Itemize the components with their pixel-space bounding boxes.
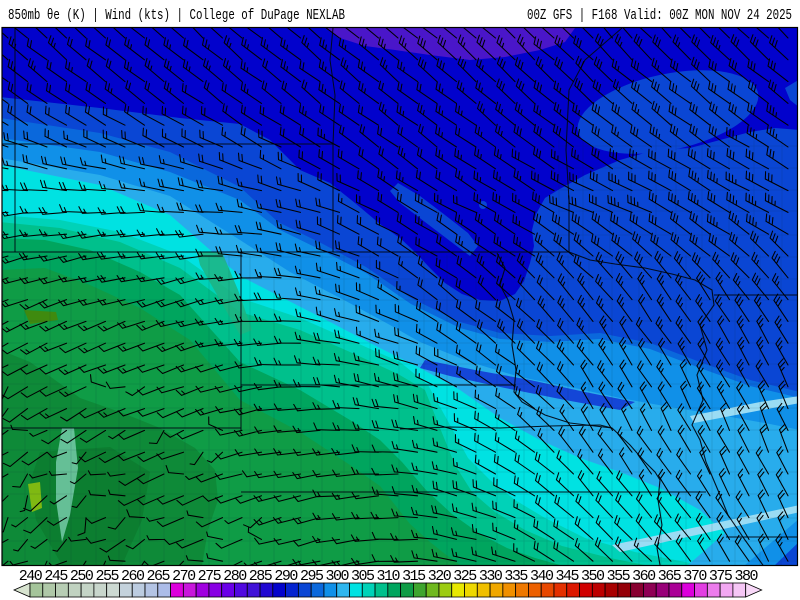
svg-text:320: 320 <box>428 568 452 585</box>
svg-text:375: 375 <box>709 568 733 585</box>
svg-text:295: 295 <box>300 568 324 585</box>
svg-text:260: 260 <box>121 568 145 585</box>
svg-text:315: 315 <box>402 568 426 585</box>
svg-text:245: 245 <box>44 568 68 585</box>
svg-text:355: 355 <box>607 568 631 585</box>
svg-text:285: 285 <box>249 568 273 585</box>
svg-text:340: 340 <box>530 568 554 585</box>
svg-text:335: 335 <box>504 568 528 585</box>
svg-text:365: 365 <box>658 568 682 585</box>
svg-text:380: 380 <box>734 568 758 585</box>
svg-text:325: 325 <box>453 568 477 585</box>
svg-text:250: 250 <box>70 568 94 585</box>
svg-text:280: 280 <box>223 568 247 585</box>
svg-text:00Z GFS | F168 Valid: 00Z MON: 00Z GFS | F168 Valid: 00Z MON NOV 24 202… <box>527 8 792 24</box>
svg-text:310: 310 <box>377 568 401 585</box>
svg-text:330: 330 <box>479 568 503 585</box>
svg-text:270: 270 <box>172 568 196 585</box>
svg-text:350: 350 <box>581 568 605 585</box>
svg-text:305: 305 <box>351 568 375 585</box>
svg-text:290: 290 <box>274 568 298 585</box>
svg-text:255: 255 <box>95 568 119 585</box>
svg-text:370: 370 <box>683 568 707 585</box>
svg-text:360: 360 <box>632 568 656 585</box>
svg-text:300: 300 <box>325 568 349 585</box>
svg-text:240: 240 <box>19 568 43 585</box>
svg-text:850mb θe (K) | Wind (kts) | Co: 850mb θe (K) | Wind (kts) | College of D… <box>8 8 345 24</box>
svg-text:265: 265 <box>147 568 171 585</box>
svg-text:275: 275 <box>198 568 222 585</box>
svg-text:345: 345 <box>556 568 580 585</box>
